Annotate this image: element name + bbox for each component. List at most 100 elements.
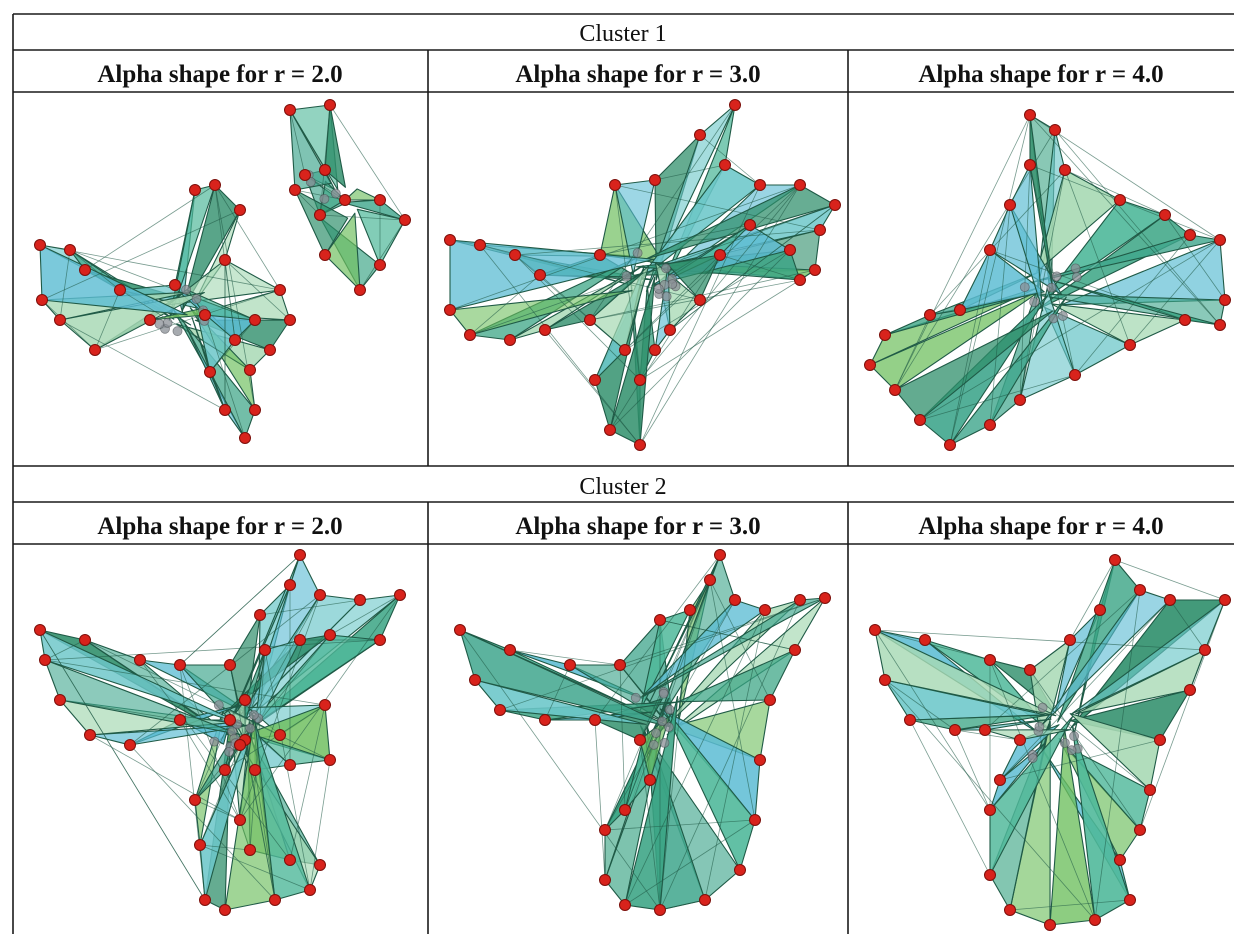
mesh-edge (704, 609, 766, 901)
mesh-edge (639, 184, 801, 381)
vertex-point (914, 414, 926, 426)
mesh-edge (179, 719, 241, 821)
vertex-point (744, 219, 756, 231)
mesh-edge (69, 249, 121, 291)
vertex-point (1164, 594, 1176, 606)
mesh-face (1054, 609, 1101, 714)
mesh-edge (239, 594, 321, 821)
vertex-point (64, 244, 76, 256)
vertex-point (324, 99, 336, 111)
vertex-point (319, 249, 331, 261)
vertex-point (1219, 294, 1231, 306)
mesh-edge (1074, 234, 1191, 376)
interior-point (1071, 272, 1082, 283)
table-grid (12, 13, 1234, 934)
vertex-point (1064, 634, 1076, 646)
mesh-face (1041, 589, 1171, 726)
vertex-point (864, 359, 876, 371)
vertex-point (244, 844, 256, 856)
interior-point (224, 747, 235, 757)
cluster-1-panel-3-image (864, 109, 1231, 451)
mesh-edge (599, 224, 751, 256)
vertex-point (614, 659, 626, 671)
mesh-edge (179, 554, 301, 666)
mesh-edge (639, 739, 661, 911)
mesh-edge (94, 289, 121, 351)
vertex-point (34, 624, 46, 636)
interior-point (245, 723, 256, 734)
mesh-edge (224, 259, 291, 321)
vertex-point (454, 624, 466, 636)
mesh-edge (1169, 599, 1206, 651)
vertex-point (1014, 394, 1026, 406)
mesh-edge (89, 734, 241, 821)
vertex-point (694, 294, 706, 306)
vertex-point (1124, 894, 1136, 906)
cluster-2-panel-3-image (869, 554, 1231, 931)
mesh-edge (619, 664, 626, 811)
vertex-point (284, 854, 296, 866)
vertex-point (169, 279, 181, 291)
vertex-point (794, 594, 806, 606)
vertex-point (644, 774, 656, 786)
vertex-point (1059, 164, 1071, 176)
vertex-point (1214, 319, 1226, 331)
mesh-edge (139, 659, 291, 861)
mesh-edge (544, 329, 641, 446)
vertex-point (36, 294, 48, 306)
interior-point (1034, 721, 1045, 732)
vertex-point (604, 424, 616, 436)
interior-point (1060, 738, 1070, 748)
interior-point (621, 271, 632, 281)
vertex-point (354, 284, 366, 296)
vertex-point (199, 309, 211, 321)
mesh-edge (469, 274, 541, 336)
vertex-point (284, 759, 296, 771)
vertex-point (284, 579, 296, 591)
interior-point (1019, 282, 1030, 293)
interior-point (154, 319, 165, 329)
mesh-edge (989, 204, 1011, 426)
mesh-face (666, 254, 721, 301)
cluster-1-panel-2-label: Alpha shape for r = 3.0 (515, 61, 760, 88)
mesh-edge (94, 289, 281, 351)
vertex-point (879, 329, 891, 341)
mesh-edge (874, 629, 1206, 651)
vertex-point (699, 894, 711, 906)
mesh-edge (659, 899, 706, 911)
cluster-2-title: Cluster 2 (579, 474, 666, 500)
mesh-face (168, 184, 216, 321)
mesh-edge (594, 719, 606, 881)
vertex-point (174, 714, 186, 726)
vertex-point (619, 899, 631, 911)
cluster-1-panel-1-label: Alpha shape for r = 2.0 (97, 61, 342, 88)
mesh-edge (654, 164, 726, 181)
interior-point (1069, 731, 1079, 742)
mesh-edge (639, 279, 801, 381)
interior-point (664, 704, 675, 715)
vertex-point (249, 404, 261, 416)
vertex-point (984, 244, 996, 256)
vertex-point (1044, 919, 1056, 931)
mesh-face (1072, 726, 1131, 921)
mesh-edge (544, 664, 571, 721)
interior-point (651, 728, 661, 738)
vertex-point (714, 549, 726, 561)
vertex-point (294, 549, 306, 561)
vertex-point (234, 814, 246, 826)
vertex-point (879, 674, 891, 686)
vertex-point (1184, 229, 1196, 241)
mesh-edge (499, 597, 826, 711)
mesh-face (344, 188, 381, 201)
vertex-point (564, 659, 576, 671)
mesh-edge (894, 114, 1031, 391)
vertex-point (654, 904, 666, 916)
mesh-face (614, 179, 656, 275)
vertex-point (1154, 734, 1166, 746)
vertex-point (754, 179, 766, 191)
vertex-point (1179, 314, 1191, 326)
vertex-point (219, 404, 231, 416)
mesh-face (984, 729, 1072, 741)
vertex-point (1114, 854, 1126, 866)
